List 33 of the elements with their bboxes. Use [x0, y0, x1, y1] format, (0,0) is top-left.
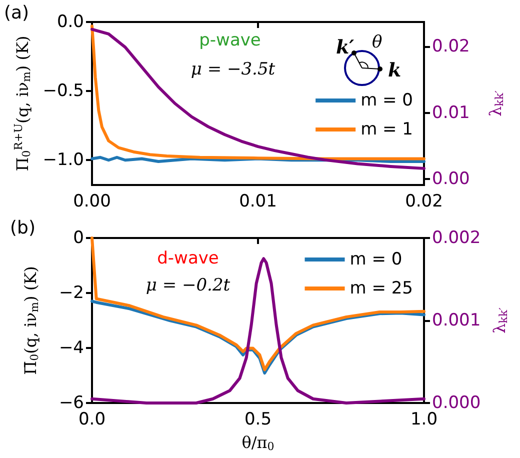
y2-tick-label: 0.02 — [432, 36, 470, 57]
y-tick-label: −1.0 — [42, 150, 84, 170]
y-axis-title: Π0R+U(q, iνm) (K) — [12, 36, 33, 172]
legend-label: m = 0 — [350, 250, 402, 270]
annotation: θ — [372, 32, 382, 52]
legend-label: m = 1 — [360, 120, 414, 140]
annotation: μ = −0.2t — [146, 276, 230, 296]
y2-axis-title: λkk′ — [490, 307, 510, 334]
x-tick-label: 0.02 — [405, 192, 443, 212]
text: (a) — [4, 2, 30, 24]
y2-tick-label: 0.002 — [432, 228, 481, 248]
annotation: k — [388, 60, 402, 82]
x-tick-label: 0.01 — [239, 192, 277, 212]
annotation: k′ — [336, 36, 354, 58]
legend-label: m = 25 — [350, 278, 414, 298]
y-tick-label: −0.5 — [42, 81, 84, 102]
legend-label: m = 0 — [360, 90, 414, 110]
annotation: p-wave — [199, 30, 261, 50]
annotation: d-wave — [157, 248, 219, 268]
y-axis-title: Π̄0(q, iνm) (K) — [21, 266, 41, 375]
annotation: μ = −3.5t — [190, 60, 276, 80]
y-tick-label: −2 — [58, 283, 84, 303]
y2-axis-title: λkk′ — [486, 90, 506, 116]
y-tick-label: −4 — [58, 338, 84, 358]
y2-tick-label: 0.001 — [432, 310, 481, 330]
y2-tick-label: 0.01 — [432, 102, 470, 123]
y-tick-label: 0 — [73, 228, 84, 248]
text: (b) — [10, 218, 36, 238]
x-tick-label: 0.00 — [73, 192, 111, 212]
line-series — [90, 236, 426, 372]
x-tick-label: 0.5 — [244, 410, 272, 430]
y2-tick-label: 0.00 — [432, 169, 470, 190]
y-tick-label: 0.0 — [56, 12, 84, 32]
